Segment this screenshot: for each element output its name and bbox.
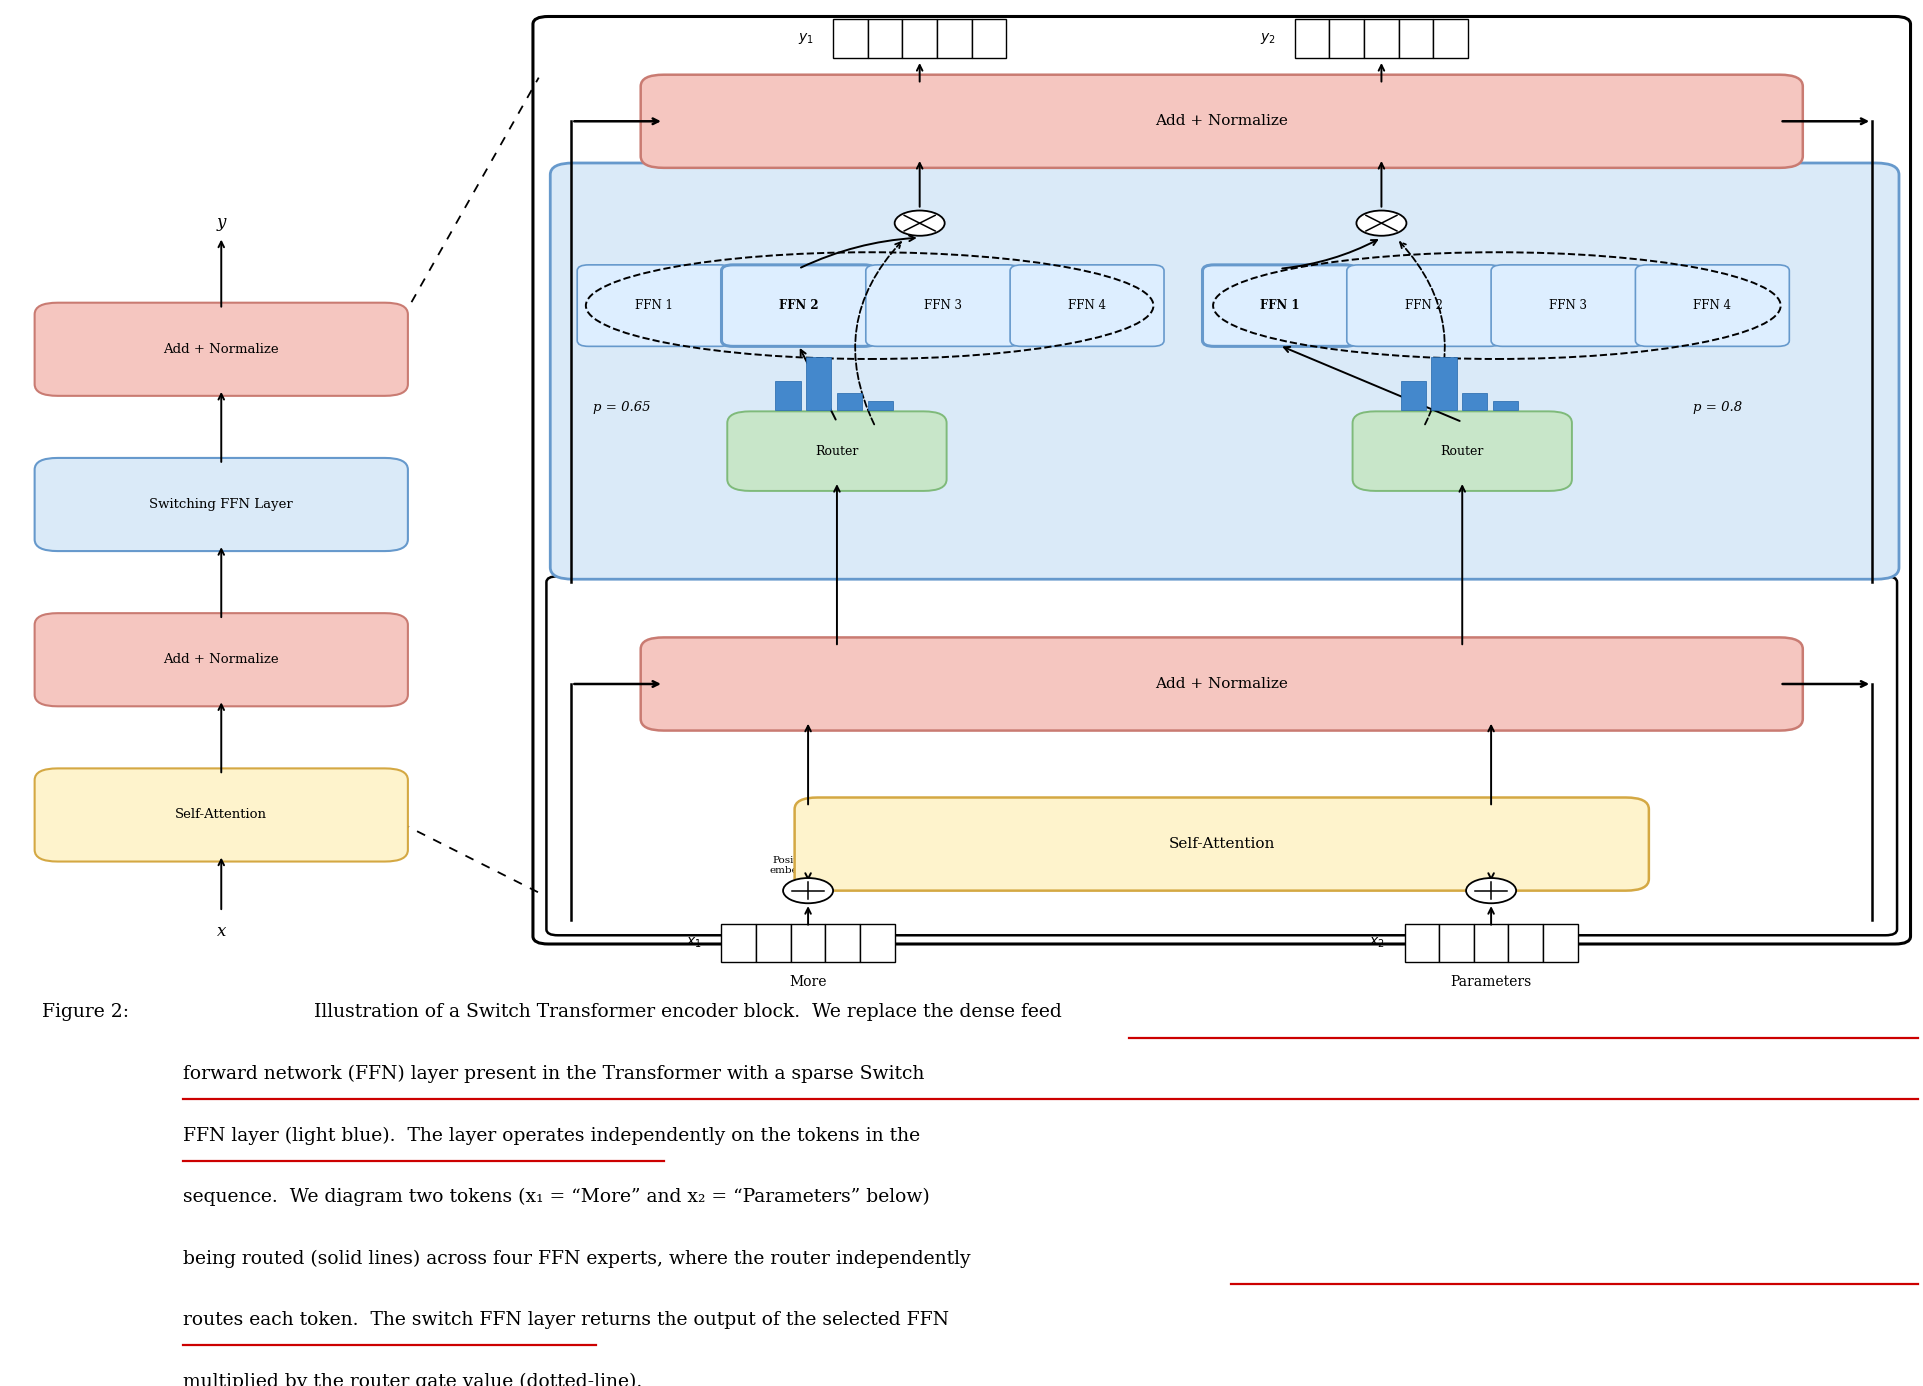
Text: $y_1$: $y_1$ — [798, 32, 813, 46]
Text: $x_1$: $x_1$ — [687, 936, 702, 951]
FancyBboxPatch shape — [1352, 412, 1571, 491]
FancyBboxPatch shape — [794, 797, 1648, 891]
Bar — [1542, 923, 1577, 962]
Text: FFN layer (light blue).  The layer operates independently on the tokens in the: FFN layer (light blue). The layer operat… — [183, 1127, 919, 1145]
Text: Self-Attention: Self-Attention — [175, 808, 267, 822]
Bar — [756, 923, 790, 962]
FancyBboxPatch shape — [640, 75, 1802, 168]
Bar — [806, 358, 831, 410]
Text: FFN 4: FFN 4 — [1067, 299, 1106, 312]
Bar — [775, 381, 800, 410]
Bar — [867, 401, 892, 410]
FancyBboxPatch shape — [865, 265, 1019, 346]
Bar — [937, 19, 971, 58]
FancyBboxPatch shape — [35, 302, 408, 396]
Bar — [902, 19, 937, 58]
FancyBboxPatch shape — [35, 768, 408, 862]
Circle shape — [894, 211, 944, 236]
Bar — [833, 19, 867, 58]
Circle shape — [1465, 879, 1515, 904]
FancyBboxPatch shape — [546, 577, 1896, 936]
Text: Positional
embedding: Positional embedding — [769, 855, 827, 875]
Bar — [1433, 19, 1467, 58]
Bar — [867, 19, 902, 58]
Bar — [1431, 358, 1456, 410]
Text: Parameters: Parameters — [1450, 974, 1531, 988]
FancyBboxPatch shape — [721, 265, 875, 346]
Text: Add + Normalize: Add + Normalize — [163, 342, 279, 356]
Text: FFN 2: FFN 2 — [779, 299, 817, 312]
Bar — [837, 392, 862, 410]
Bar — [1398, 19, 1433, 58]
FancyBboxPatch shape — [533, 17, 1910, 944]
Bar — [1438, 923, 1473, 962]
Text: y: y — [217, 213, 225, 230]
Bar — [721, 923, 756, 962]
Text: Switching FFN Layer: Switching FFN Layer — [150, 498, 292, 511]
Bar — [1492, 401, 1517, 410]
Text: being routed (solid lines) across four FFN experts, where the router independent: being routed (solid lines) across four F… — [183, 1250, 969, 1268]
Text: Positional
embedding: Positional embedding — [1471, 855, 1529, 875]
Bar — [1404, 923, 1438, 962]
FancyBboxPatch shape — [640, 638, 1802, 730]
Text: FFN 1: FFN 1 — [635, 299, 673, 312]
Text: Figure 2:: Figure 2: — [42, 1003, 129, 1021]
Bar — [1329, 19, 1363, 58]
FancyBboxPatch shape — [35, 457, 408, 552]
FancyBboxPatch shape — [1202, 265, 1356, 346]
FancyBboxPatch shape — [35, 613, 408, 707]
Text: FFN 1: FFN 1 — [1260, 299, 1298, 312]
Text: routes each token.  The switch FFN layer returns the output of the selected FFN: routes each token. The switch FFN layer … — [183, 1311, 948, 1329]
Text: Add + Normalize: Add + Normalize — [163, 653, 279, 667]
Text: FFN 4: FFN 4 — [1692, 299, 1731, 312]
FancyBboxPatch shape — [1010, 265, 1163, 346]
Text: More: More — [788, 974, 827, 988]
Text: x: x — [217, 923, 225, 940]
Text: p = 0.65: p = 0.65 — [592, 401, 650, 414]
Bar — [971, 19, 1006, 58]
Bar — [1363, 19, 1398, 58]
Bar — [825, 923, 860, 962]
Text: $y_2$: $y_2$ — [1260, 32, 1275, 46]
FancyBboxPatch shape — [1346, 265, 1500, 346]
Bar — [1461, 392, 1486, 410]
Bar — [1473, 923, 1508, 962]
Text: FFN 3: FFN 3 — [1548, 299, 1586, 312]
Text: Illustration of a Switch Transformer encoder block.  We replace the dense feed: Illustration of a Switch Transformer enc… — [302, 1003, 1061, 1021]
FancyBboxPatch shape — [577, 265, 731, 346]
Text: sequence.  We diagram two tokens (x₁ = “More” and x₂ = “Parameters” below): sequence. We diagram two tokens (x₁ = “M… — [183, 1188, 929, 1206]
Bar — [1508, 923, 1542, 962]
Text: Add + Normalize: Add + Normalize — [1154, 676, 1288, 692]
Text: $x_2$: $x_2$ — [1369, 936, 1385, 951]
Text: multiplied by the router gate value (dotted-line).: multiplied by the router gate value (dot… — [183, 1372, 642, 1386]
FancyBboxPatch shape — [727, 412, 946, 491]
Text: Self-Attention: Self-Attention — [1167, 837, 1275, 851]
Circle shape — [783, 879, 833, 904]
Bar — [860, 923, 894, 962]
Text: forward network (FFN) layer present in the Transformer with a sparse Switch: forward network (FFN) layer present in t… — [183, 1064, 923, 1084]
Text: Router: Router — [815, 445, 858, 457]
Text: Router: Router — [1440, 445, 1483, 457]
FancyBboxPatch shape — [550, 164, 1898, 579]
Text: FFN 3: FFN 3 — [923, 299, 962, 312]
FancyBboxPatch shape — [1490, 265, 1644, 346]
Bar — [1294, 19, 1329, 58]
Circle shape — [1356, 211, 1406, 236]
Bar — [1400, 381, 1425, 410]
Text: FFN 2: FFN 2 — [1404, 299, 1442, 312]
Text: p = 0.8: p = 0.8 — [1692, 401, 1742, 414]
FancyBboxPatch shape — [1635, 265, 1788, 346]
Text: Add + Normalize: Add + Normalize — [1154, 114, 1288, 129]
Bar — [790, 923, 825, 962]
